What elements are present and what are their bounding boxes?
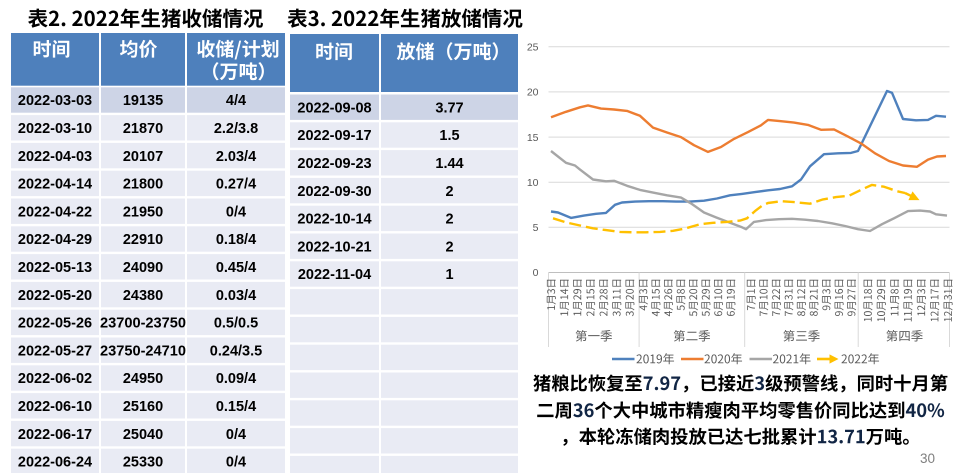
svg-text:2.2/3.8: 2.2/3.8 (214, 121, 258, 137)
svg-text:2022-04-14: 2022-04-14 (18, 177, 92, 193)
svg-text:0.18/4: 0.18/4 (216, 232, 256, 248)
svg-text:0/4: 0/4 (226, 204, 246, 220)
svg-text:2022-06-24: 2022-06-24 (18, 455, 92, 471)
svg-text:4/4: 4/4 (226, 93, 246, 109)
svg-text:21950: 21950 (123, 204, 163, 220)
svg-text:2022-03-10: 2022-03-10 (18, 121, 92, 137)
svg-text:5: 5 (533, 222, 539, 234)
svg-text:0/4: 0/4 (226, 427, 246, 443)
svg-text:3.77: 3.77 (435, 100, 463, 116)
svg-text:24380: 24380 (123, 288, 163, 304)
svg-text:19135: 19135 (123, 93, 163, 109)
svg-text:0.15/4: 0.15/4 (216, 399, 256, 415)
svg-text:2022-10-21: 2022-10-21 (297, 239, 371, 255)
svg-text:2: 2 (445, 239, 453, 255)
svg-text:21870: 21870 (123, 121, 163, 137)
svg-text:1: 1 (445, 267, 453, 283)
svg-text:2: 2 (445, 212, 453, 228)
svg-text:2: 2 (445, 184, 453, 200)
svg-text:15: 15 (527, 132, 539, 144)
svg-text:25330: 25330 (123, 455, 163, 471)
svg-text:24090: 24090 (123, 260, 163, 276)
svg-text:2022-04-29: 2022-04-29 (18, 232, 92, 248)
svg-text:2022-09-17: 2022-09-17 (297, 128, 371, 144)
svg-text:1.44: 1.44 (435, 156, 463, 172)
svg-text:2022-04-03: 2022-04-03 (18, 149, 92, 165)
svg-text:23700-23750: 23700-23750 (100, 316, 186, 332)
svg-text:22910: 22910 (123, 232, 163, 248)
svg-text:0.27/4: 0.27/4 (216, 177, 256, 193)
svg-text:2022-09-30: 2022-09-30 (297, 184, 371, 200)
svg-text:0.45/4: 0.45/4 (216, 260, 256, 276)
svg-text:2022-10-14: 2022-10-14 (297, 212, 371, 228)
svg-text:0: 0 (533, 267, 539, 279)
svg-text:2.03/4: 2.03/4 (216, 149, 256, 165)
svg-text:0/4: 0/4 (226, 455, 246, 471)
svg-text:0.09/4: 0.09/4 (216, 371, 256, 387)
svg-text:2022-06-02: 2022-06-02 (18, 371, 92, 387)
svg-text:0.5/0.5: 0.5/0.5 (214, 316, 258, 332)
svg-text:2022-09-23: 2022-09-23 (297, 156, 371, 172)
svg-text:20: 20 (527, 87, 539, 99)
svg-text:2022-06-17: 2022-06-17 (18, 427, 92, 443)
svg-text:0.24/3.5: 0.24/3.5 (210, 343, 262, 359)
svg-text:21800: 21800 (123, 177, 163, 193)
svg-text:2022-03-03: 2022-03-03 (18, 93, 92, 109)
svg-text:2022-09-08: 2022-09-08 (297, 100, 371, 116)
svg-text:25: 25 (527, 42, 539, 54)
svg-text:30: 30 (920, 451, 935, 466)
svg-text:2022-06-10: 2022-06-10 (18, 399, 92, 415)
svg-text:2022-05-13: 2022-05-13 (18, 260, 92, 276)
svg-text:23750-24710: 23750-24710 (100, 343, 186, 359)
svg-text:2022-05-20: 2022-05-20 (18, 288, 92, 304)
svg-text:10: 10 (527, 177, 539, 189)
svg-text:0.03/4: 0.03/4 (216, 288, 256, 304)
svg-text:2022-04-22: 2022-04-22 (18, 204, 92, 220)
svg-text:25160: 25160 (123, 399, 163, 415)
svg-text:2022-05-26: 2022-05-26 (18, 316, 92, 332)
svg-text:2022-11-04: 2022-11-04 (298, 267, 371, 283)
svg-text:20107: 20107 (123, 149, 163, 165)
svg-text:25040: 25040 (123, 427, 163, 443)
svg-text:24950: 24950 (123, 371, 163, 387)
svg-text:1.5: 1.5 (439, 128, 459, 144)
svg-text:2022-05-27: 2022-05-27 (18, 343, 92, 359)
